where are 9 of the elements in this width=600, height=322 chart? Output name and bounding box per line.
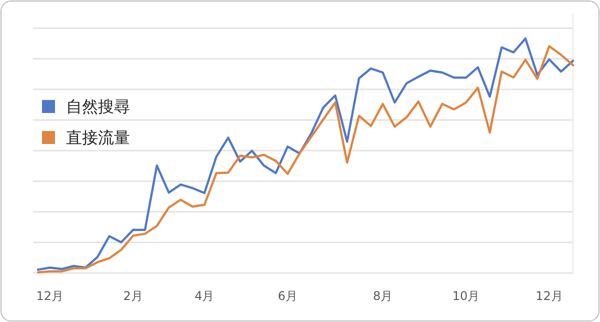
x-tick-label: 6月 xyxy=(278,289,298,303)
x-tick-label: 2月 xyxy=(123,289,143,303)
legend-label: 自然搜尋 xyxy=(66,97,130,116)
x-tick-label: 12月 xyxy=(36,289,64,303)
x-tick-label: 12月 xyxy=(536,289,563,303)
legend-label: 直接流量 xyxy=(66,128,130,147)
x-tick-label: 8月 xyxy=(372,289,393,303)
x-tick-label: 4月 xyxy=(194,289,214,303)
x-tick-label: 10月 xyxy=(452,289,480,303)
